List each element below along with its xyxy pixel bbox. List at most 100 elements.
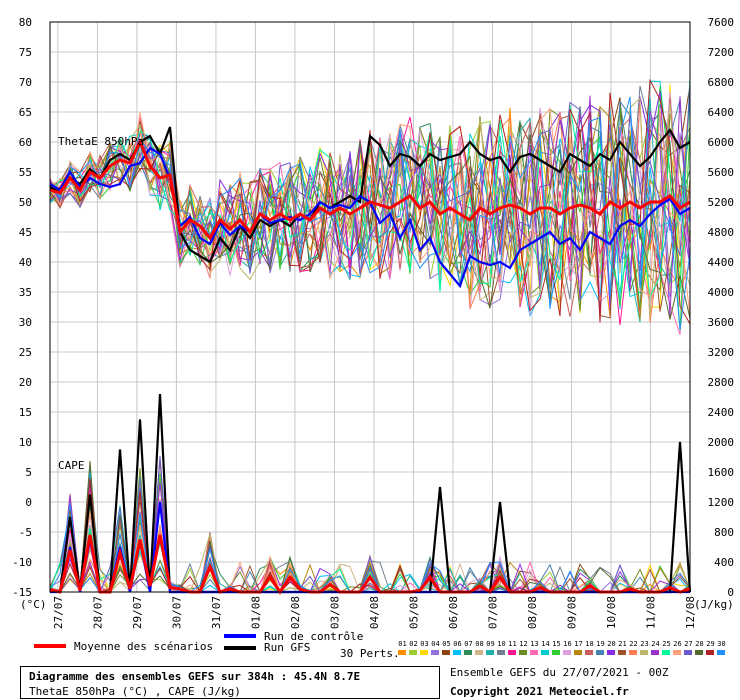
pert-number: 11: [508, 640, 517, 648]
pert-swatch: [530, 650, 538, 655]
date-tick-label: 31/07: [210, 596, 223, 629]
date-tick-label: 01/08: [249, 596, 262, 629]
pert-number: 01: [398, 640, 407, 648]
gfs-legend-label: Run GFS: [264, 641, 311, 654]
date-tick-label: 09/08: [565, 596, 578, 629]
left-tick-label: 55: [19, 166, 32, 179]
pert-number: 25: [662, 640, 671, 648]
pert-number: 08: [475, 640, 484, 648]
left-tick-label: 45: [19, 226, 32, 239]
right-tick-label: 800: [714, 526, 734, 539]
pert-swatch: [497, 650, 505, 655]
pert-swatch: [618, 650, 626, 655]
right-tick-label: 6000: [708, 136, 735, 149]
right-tick-label: 7600: [708, 16, 735, 29]
cape-panel-label: CAPE: [58, 459, 85, 472]
pert-swatch: [464, 650, 472, 655]
pert-number: 20: [607, 640, 616, 648]
pert-swatch: [398, 650, 406, 655]
left-axis-unit: (°C): [20, 598, 47, 611]
right-tick-label: 6800: [708, 76, 735, 89]
pert-number: 06: [453, 640, 462, 648]
mean-theta-line: [49, 138, 691, 241]
gfs-legend-swatch: [224, 646, 256, 650]
right-tick-label: 0: [727, 586, 734, 599]
left-tick-label: 25: [19, 346, 32, 359]
right-axis-unit: (J/kg): [694, 598, 734, 611]
pert-number: 10: [497, 640, 506, 648]
pert-swatch: [541, 650, 549, 655]
pert-number: 14: [541, 640, 550, 648]
pert-swatch: [706, 650, 714, 655]
right-tick-label: 2400: [708, 406, 735, 419]
pert-swatch: [453, 650, 461, 655]
pert-swatch: [596, 650, 604, 655]
pert-number: 18: [585, 640, 594, 648]
left-tick-label: -5: [19, 526, 32, 539]
pert-number: 30: [717, 640, 726, 648]
pert-number: 02: [409, 640, 418, 648]
date-tick-label: 29/07: [131, 596, 144, 629]
pert-number: 15: [552, 640, 561, 648]
pert-swatch: [684, 650, 692, 655]
pert-swatch: [662, 650, 670, 655]
date-tick-label: 08/08: [526, 596, 539, 629]
left-tick-label: 60: [19, 136, 32, 149]
member-theta-line: [49, 80, 691, 305]
pert-swatch: [563, 650, 571, 655]
pert-number: 22: [629, 640, 638, 648]
pert-number: 09: [486, 640, 495, 648]
left-tick-label: 10: [19, 436, 32, 449]
date-tick-label: 10/08: [605, 596, 618, 629]
left-tick-label: 35: [19, 286, 32, 299]
pert-number: 03: [420, 640, 429, 648]
pert-swatch: [519, 650, 527, 655]
pert-number: 23: [640, 640, 649, 648]
pert-swatch: [486, 650, 494, 655]
right-tick-label: 3200: [708, 346, 735, 359]
perts-legend-label: 30 Perts.: [340, 647, 400, 660]
left-tick-label: 15: [19, 406, 32, 419]
date-tick-label: 06/08: [447, 596, 460, 629]
footer-subtitle: ThetaE 850hPa (°C) , CAPE (J/kg): [29, 685, 241, 698]
right-tick-label: 400: [714, 556, 734, 569]
control-legend-swatch: [224, 634, 256, 638]
right-tick-label: 5200: [708, 196, 735, 209]
right-tick-label: 1200: [708, 496, 735, 509]
pert-swatch: [629, 650, 637, 655]
left-tick-label: 20: [19, 376, 32, 389]
pert-number: 17: [574, 640, 583, 648]
pert-number: 16: [563, 640, 572, 648]
pert-swatch: [585, 650, 593, 655]
left-tick-label: -10: [12, 556, 32, 569]
pert-number: 04: [431, 640, 440, 648]
pert-number: 19: [596, 640, 605, 648]
pert-swatch: [640, 650, 648, 655]
pert-number: 28: [695, 640, 704, 648]
left-tick-label: 70: [19, 76, 32, 89]
mean-legend-label: Moyenne des scénarios: [74, 640, 214, 653]
member-cape-line: [49, 478, 691, 594]
date-tick-label: 04/08: [368, 596, 381, 629]
date-tick-label: 07/08: [486, 596, 499, 629]
footer-title: Diagramme des ensembles GEFS sur 384h : …: [29, 670, 361, 683]
member-theta-line: [49, 96, 691, 330]
control-legend-label: Run de contrôle: [264, 630, 364, 643]
mean-cape-line: [49, 534, 691, 595]
pert-swatch: [717, 650, 725, 655]
date-tick-label: 27/07: [52, 596, 65, 629]
pert-swatch: [574, 650, 582, 655]
left-tick-label: 40: [19, 256, 32, 269]
member-theta-line: [49, 78, 691, 325]
right-tick-label: 3600: [708, 316, 735, 329]
right-tick-label: 1600: [708, 466, 735, 479]
pert-number: 05: [442, 640, 451, 648]
date-tick-label: 03/08: [328, 596, 341, 629]
right-tick-label: 6400: [708, 106, 735, 119]
pert-swatch: [695, 650, 703, 655]
date-tick-label: 12/08: [684, 596, 697, 629]
copyright: Copyright 2021 Meteociel.fr: [450, 685, 629, 698]
pert-number: 27: [684, 640, 693, 648]
pert-swatch: [607, 650, 615, 655]
